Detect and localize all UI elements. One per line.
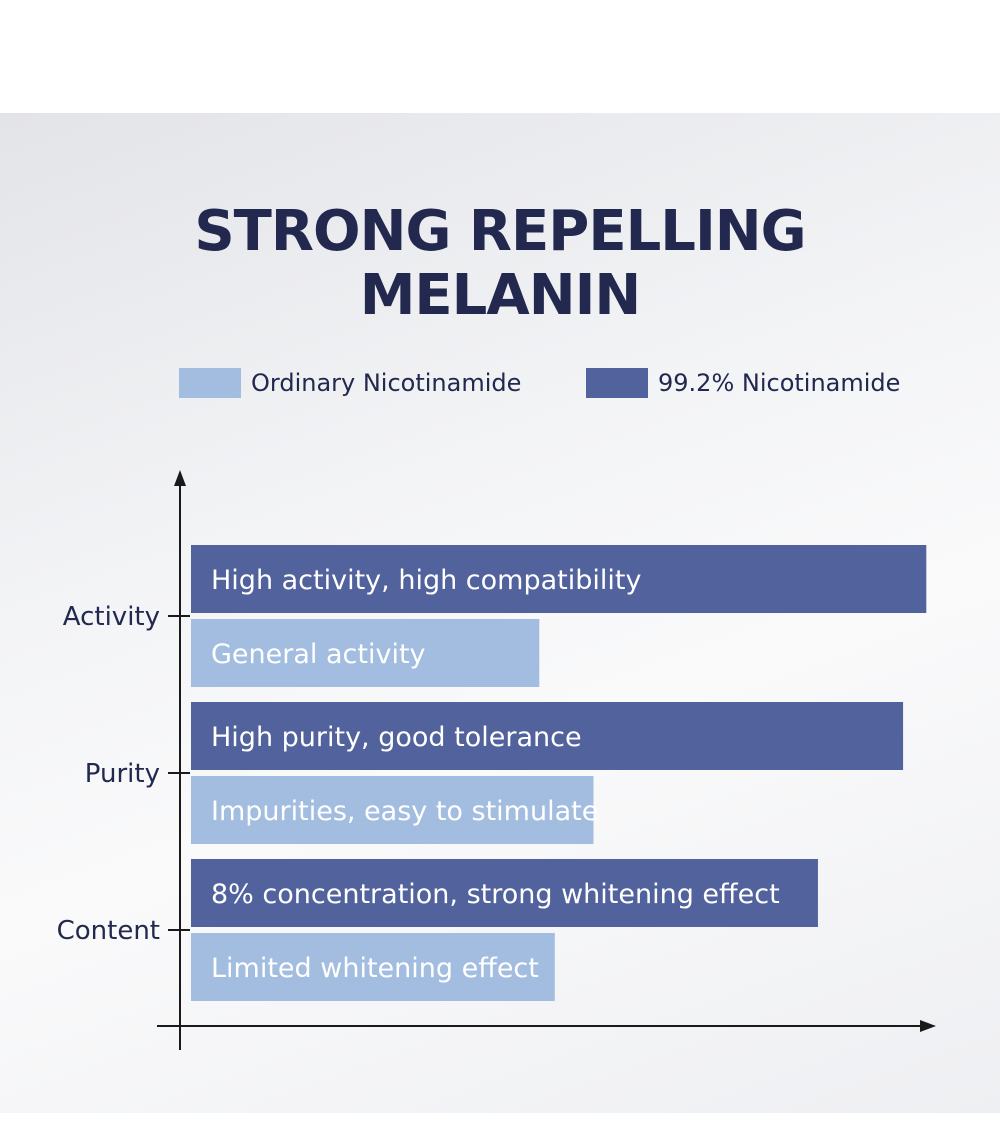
bar-activity-99-2-nicotinamide (191, 545, 927, 613)
chart-title: STRONG REPELLING MELANIN (0, 200, 1000, 328)
bar-label-content-99-2-nicotinamide: 8% concentration, strong whitening effec… (211, 879, 780, 910)
bar-content-ordinary-nicotinamide (191, 933, 555, 1001)
category-label-content: Content (57, 916, 160, 946)
bar-label-activity-99-2-nicotinamide: High activity, high compatibility (211, 565, 641, 596)
chart-title-line-1: STRONG REPELLING (194, 199, 806, 264)
bar-activity-ordinary-nicotinamide (191, 619, 540, 687)
legend-label-ordinary: Ordinary Nicotinamide (251, 369, 522, 397)
legend-swatch-premium (586, 368, 648, 398)
bar-purity-ordinary-nicotinamide (191, 776, 594, 844)
bar-label-purity-99-2-nicotinamide: High purity, good tolerance (211, 722, 582, 753)
legend-label-premium: 99.2% Nicotinamide (658, 369, 901, 397)
y-axis-arrow-icon (174, 470, 186, 486)
legend-swatch-ordinary (179, 368, 241, 398)
category-label-activity: Activity (63, 602, 160, 632)
chart-title-line-2: MELANIN (359, 263, 642, 328)
bar-purity-99-2-nicotinamide (191, 702, 904, 770)
category-label-purity: Purity (85, 759, 160, 789)
bar-label-activity-ordinary-nicotinamide: General activity (211, 639, 426, 670)
bar-label-purity-ordinary-nicotinamide: Impurities, easy to stimulate (211, 796, 598, 827)
x-axis-arrow-icon (920, 1020, 936, 1032)
bar-label-content-ordinary-nicotinamide: Limited whitening effect (211, 953, 539, 984)
bar-content-99-2-nicotinamide (191, 859, 818, 927)
